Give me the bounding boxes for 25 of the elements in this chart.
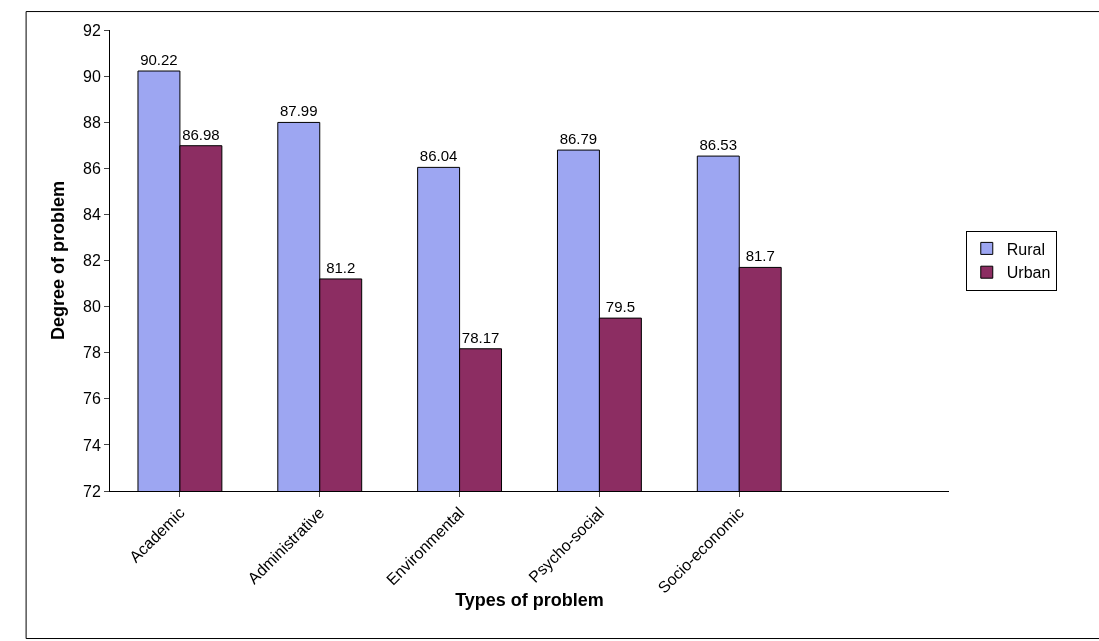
y-tick-label: 74: [83, 436, 101, 454]
data-label: 87.99: [280, 102, 318, 120]
data-label: 90.22: [140, 51, 178, 69]
y-tick-label: 88: [83, 113, 101, 131]
data-label: 86.79: [559, 130, 598, 148]
x-axis-title: Types of problem: [455, 590, 604, 611]
data-label: 86.53: [699, 136, 738, 154]
y-tick-label: 76: [83, 390, 101, 408]
data-label: 86.04: [419, 147, 458, 165]
y-tick-label: 82: [83, 252, 101, 270]
y-tick-label: 80: [83, 298, 101, 316]
legend-label: Urban: [1006, 264, 1051, 282]
y-tick-label: 78: [83, 344, 101, 362]
data-label: 81.2: [326, 258, 356, 276]
y-tick-label: 90: [83, 67, 101, 85]
y-tick-label: 72: [83, 482, 101, 500]
data-label: 86.98: [182, 125, 220, 143]
data-label: 81.7: [745, 247, 775, 265]
y-tick-label: 86: [83, 159, 101, 177]
y-tick-label: 92: [83, 21, 101, 39]
data-label: 78.17: [461, 328, 500, 346]
legend-label: Rural: [1006, 240, 1046, 258]
data-label: 79.5: [605, 298, 635, 316]
y-axis-title: Degree of problem: [48, 180, 68, 341]
y-tick-label: 84: [83, 206, 101, 223]
